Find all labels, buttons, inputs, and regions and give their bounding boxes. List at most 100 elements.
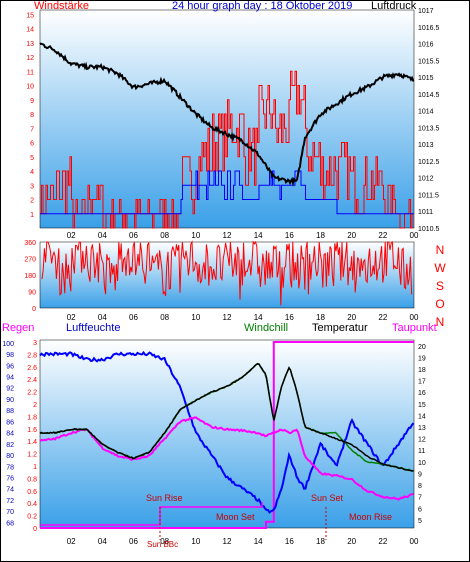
x-axis-tick: 16 xyxy=(285,313,294,322)
rain-axis-tick: 1.6 xyxy=(27,427,37,434)
rain-axis-tick: 2.2 xyxy=(27,390,37,397)
temperature-axis-tick: 5 xyxy=(418,518,422,525)
x-axis-tick: 04 xyxy=(98,313,107,322)
x-axis-tick: 02 xyxy=(67,231,76,240)
x-axis-tick: 18 xyxy=(316,537,325,546)
x-axis-tick: 00 xyxy=(410,537,419,546)
pressure-axis-tick: 1014 xyxy=(418,109,434,116)
x-axis-tick: 02 xyxy=(67,313,76,322)
direction-axis-tick: 90 xyxy=(28,290,36,297)
pressure-axis-tick: 1015.5 xyxy=(418,58,440,65)
wind-axis-tick: 10 xyxy=(26,84,34,91)
humidity-axis-tick: 96 xyxy=(6,363,14,370)
moon-set-label: Moon Set xyxy=(216,512,255,522)
sun-set-label: Sun Set xyxy=(311,493,344,503)
x-axis-tick: 20 xyxy=(347,231,356,240)
humidity-series xyxy=(39,350,415,514)
rain-label: Regen xyxy=(2,322,34,334)
rain-axis-tick: 2 xyxy=(33,402,37,409)
temperature-axis-tick: 17 xyxy=(418,379,426,386)
x-axis-tick: 04 xyxy=(98,537,107,546)
wind-axis-tick: 5 xyxy=(30,155,34,162)
x-axis-tick: 04 xyxy=(98,231,107,240)
humidity-axis-tick: 76 xyxy=(6,475,14,482)
temperature-axis-tick: 19 xyxy=(418,355,426,362)
x-axis-tick: 22 xyxy=(378,231,387,240)
x-axis-tick: 20 xyxy=(347,537,356,546)
temperature-label: Temperatur xyxy=(312,322,368,334)
wind-axis-tick: 9 xyxy=(30,98,34,105)
compass-label: N xyxy=(436,315,445,329)
x-axis-tick: 12 xyxy=(223,537,232,546)
wind-direction-series xyxy=(41,240,413,306)
temperature-axis-tick: 8 xyxy=(418,483,422,490)
x-axis-tick: 10 xyxy=(191,231,200,240)
x-axis-tick: 10 xyxy=(191,313,200,322)
rain-series xyxy=(40,341,414,529)
x-axis-tick: 00 xyxy=(410,313,419,322)
temperature-axis-tick: 9 xyxy=(418,471,422,478)
pressure-axis-tick: 1016 xyxy=(418,42,434,49)
humidity-axis-tick: 72 xyxy=(6,498,14,505)
x-axis-tick: 12 xyxy=(223,313,232,322)
pressure-series xyxy=(39,42,415,187)
wind-axis-tick: 7 xyxy=(30,126,34,133)
pressure-axis-tick: 1012 xyxy=(418,176,434,183)
direction-axis-tick: 0 xyxy=(32,306,36,313)
dewpoint-label: Taupunkt xyxy=(392,322,437,334)
rain-axis-tick: 2.4 xyxy=(27,377,37,384)
temperature-axis-tick: 15 xyxy=(418,402,426,409)
rain-axis-tick: 0 xyxy=(33,526,37,533)
wind-axis-tick: 4 xyxy=(30,169,34,176)
temperature-axis-tick: 14 xyxy=(418,413,426,420)
direction-axis-tick: 360 xyxy=(24,240,36,247)
humidity-axis-tick: 74 xyxy=(6,487,14,494)
wind-axis-tick: 12 xyxy=(26,55,34,62)
rain-axis-tick: 0.2 xyxy=(27,514,37,521)
pressure-axis-tick: 1011 xyxy=(418,209,433,216)
direction-axis-tick: 270 xyxy=(24,257,36,264)
x-axis-tick: 18 xyxy=(316,231,325,240)
x-axis-tick: 02 xyxy=(67,537,76,546)
temperature-axis-tick: 6 xyxy=(418,506,422,513)
wind-axis-tick: 6 xyxy=(30,141,34,148)
wind-axis-tick: 1 xyxy=(30,212,34,219)
pressure-axis-tick: 1015 xyxy=(418,75,434,82)
x-axis-tick: 08 xyxy=(160,231,169,240)
rain-axis-tick: 1.8 xyxy=(27,414,37,421)
compass-label: S xyxy=(436,279,444,293)
compass-label: O xyxy=(435,297,444,311)
humidity-label: Luftfeuchte xyxy=(66,322,120,334)
windchill-label: Windchill xyxy=(244,322,288,334)
rain-axis-tick: 1.2 xyxy=(27,452,37,459)
wind-axis-tick: 8 xyxy=(30,112,34,119)
dewpoint-series xyxy=(39,416,414,501)
temperature-axis-tick: 11 xyxy=(418,448,425,455)
pressure-axis-tick: 1010.5 xyxy=(418,226,440,233)
compass-label: N xyxy=(436,243,445,257)
x-axis-tick: 22 xyxy=(378,537,387,546)
temperature-axis-tick: 12 xyxy=(418,437,426,444)
x-axis-tick: 18 xyxy=(316,313,325,322)
humidity-axis-tick: 94 xyxy=(6,374,14,381)
wind-axis-tick: 15 xyxy=(26,12,34,19)
temperature-axis-tick: 7 xyxy=(418,495,422,502)
humidity-axis-tick: 86 xyxy=(6,419,14,426)
humidity-axis-tick: 70 xyxy=(6,509,14,516)
x-axis-tick: 20 xyxy=(347,313,356,322)
pressure-axis-tick: 1013 xyxy=(418,142,434,149)
humidity-axis-tick: 78 xyxy=(6,464,14,471)
rain-axis-tick: 1.4 xyxy=(27,439,37,446)
humidity-axis-tick: 100 xyxy=(2,341,14,348)
x-axis-tick: 22 xyxy=(378,313,387,322)
pressure-axis-tick: 1017 xyxy=(418,8,434,15)
sun-marker-label: Sun BBc xyxy=(147,540,178,549)
wind-axis-tick: 13 xyxy=(26,41,34,48)
wind-axis-tick: 3 xyxy=(30,183,34,190)
wind-gust-series xyxy=(40,170,414,215)
temperature-axis-tick: 16 xyxy=(418,390,426,397)
temperature-axis-tick: 20 xyxy=(418,344,426,351)
x-axis-tick: 06 xyxy=(129,313,138,322)
x-axis-tick: 16 xyxy=(285,231,294,240)
